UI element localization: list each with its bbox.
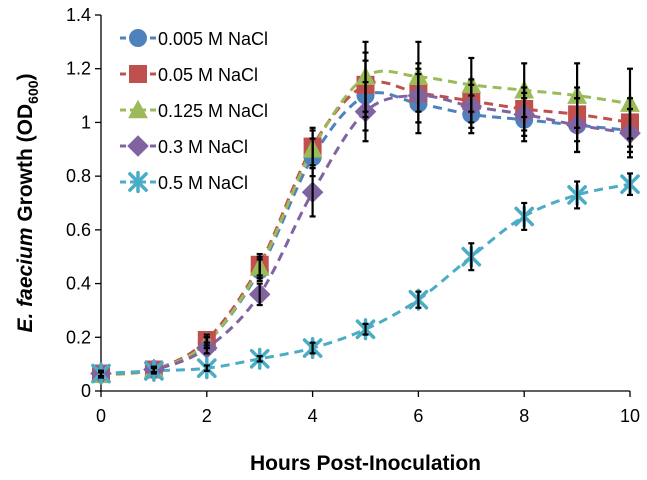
legend-item: 0.005 M NaCl [120, 29, 268, 49]
y-tick-label: 0.4 [66, 274, 91, 294]
legend-label: 0.05 M NaCl [158, 65, 258, 85]
y-ticks: 0 0.2 0.4 0.6 0.8 1 1.2 1.4 [66, 5, 101, 401]
error-bar-0-5-m-nacl [574, 180, 581, 210]
x-tick-label: 2 [202, 406, 212, 426]
error-bar-0-5-m-nacl [203, 364, 210, 372]
error-bars [98, 40, 633, 379]
y-tick-label: 1.4 [66, 5, 91, 25]
error-bar-0-3-m-nacl [415, 67, 422, 124]
x-tick-label: 8 [519, 406, 529, 426]
x-axis-title: Hours Post-Inoculation [250, 452, 481, 475]
legend-item: 0.05 M NaCl [120, 65, 258, 85]
x-tick-label: 4 [308, 406, 318, 426]
error-bar-0-3-m-nacl [627, 107, 633, 159]
legend: 0.005 M NaCl 0.05 M NaCl 0.125 M NaCl 0.3 M… [120, 29, 268, 194]
error-bar-0-5-m-nacl [521, 201, 528, 231]
axes: 0 0.2 0.4 0.6 0.8 1 1.2 1.4 0 2 4 6 8 10 [66, 5, 640, 426]
legend-marker [128, 170, 148, 194]
error-bar-0-3-m-nacl [521, 91, 528, 137]
y-tick-label: 1 [81, 112, 91, 132]
series-layer [90, 40, 641, 385]
legend-marker [129, 65, 147, 83]
error-bar-0-3-m-nacl [256, 282, 263, 307]
error-bar-0-3-m-nacl [203, 341, 210, 355]
y-axis-title-main: Growth (OD [14, 104, 37, 228]
legend-marker [128, 99, 148, 119]
error-bar-0-3-m-nacl [362, 81, 369, 143]
y-tick-label: 0.6 [66, 220, 91, 240]
legend-label: 0.005 M NaCl [158, 29, 268, 49]
error-bar-0-5-m-nacl [627, 172, 633, 197]
series-line-0-125-m-nacl [100, 69, 631, 377]
error-bar-0-5-m-nacl [98, 369, 104, 378]
series-line-0-5-m-nacl [100, 182, 631, 376]
error-bar-0-125-m-nacl [256, 255, 263, 280]
y-tick-label: 0.8 [66, 166, 91, 186]
legend-label: 0.5 M NaCl [158, 173, 248, 193]
legend-item: 0.5 M NaCl [120, 170, 248, 194]
legend-item: 0.125 M NaCl [120, 99, 268, 121]
error-bar-0-5-m-nacl [415, 290, 422, 309]
y-tick-label: 0 [81, 381, 91, 401]
error-bar-0-5-m-nacl [150, 367, 157, 375]
x-ticks: 0 2 4 6 8 10 [96, 391, 640, 426]
x-tick-label: 6 [413, 406, 423, 426]
legend-marker [127, 135, 149, 157]
y-tick-label: 0.2 [66, 327, 91, 347]
x-tick-label: 0 [96, 406, 106, 426]
y-axis-title-italic: E. faecium [14, 227, 37, 332]
y-axis-title: E. faecium Growth (OD600) [14, 73, 41, 332]
error-bar-0-3-m-nacl [574, 97, 581, 154]
legend-label: 0.3 M NaCl [158, 137, 248, 157]
error-bar-0-5-m-nacl [309, 341, 316, 355]
error-bar-0-5-m-nacl [256, 354, 263, 363]
error-bar-0-5-m-nacl [362, 322, 369, 336]
y-axis-title-close: ) [14, 73, 37, 80]
error-bar-0-3-m-nacl [468, 83, 475, 129]
y-axis-title-subscript: 600 [25, 80, 41, 104]
error-bar-0-5-m-nacl [468, 242, 475, 272]
legend-label: 0.125 M NaCl [158, 101, 268, 121]
x-tick-label: 10 [620, 406, 640, 426]
legend-marker [129, 29, 147, 47]
error-bar-0-3-m-nacl [309, 166, 316, 218]
legend-item: 0.3 M NaCl [120, 135, 248, 157]
y-tick-label: 1.2 [66, 59, 91, 79]
